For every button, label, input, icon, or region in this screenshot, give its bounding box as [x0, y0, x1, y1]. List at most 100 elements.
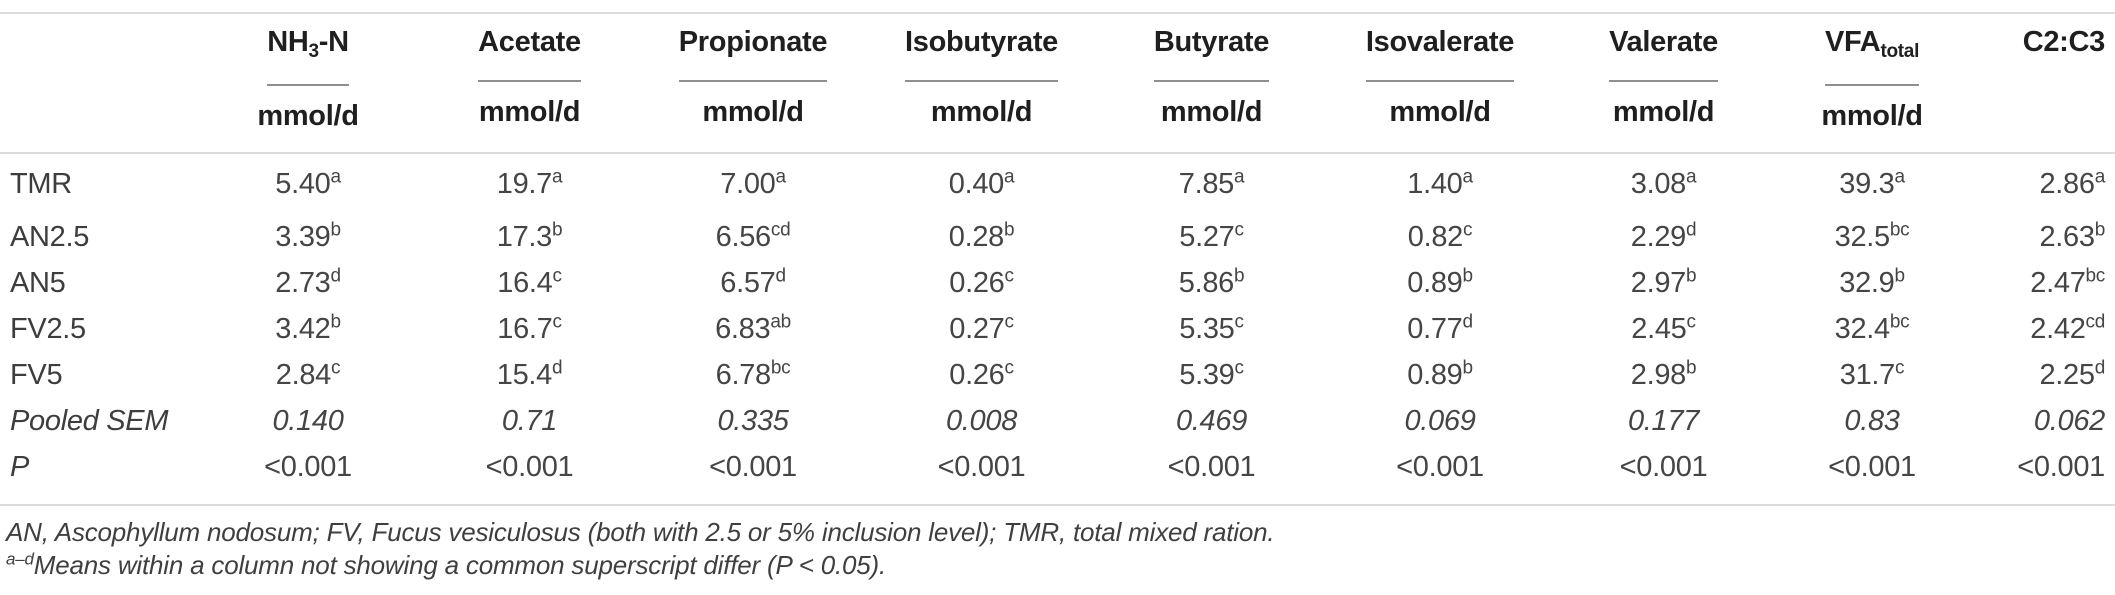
significance-superscript: d: [1462, 310, 1473, 332]
table-cell: 2.63b: [2039, 218, 2106, 253]
table-cell: 19.7a: [496, 165, 563, 200]
header-underline: [678, 80, 828, 82]
column-header: C2:C3: [1971, 14, 2115, 154]
column-label: VFAtotal: [1824, 26, 1920, 62]
significance-superscript: bc: [1889, 218, 1910, 240]
table-cell: <0.001: [1396, 450, 1484, 483]
table-cell: 2.84c: [275, 356, 341, 391]
significance-superscript: bc: [770, 356, 791, 378]
table-cell: 6.57d: [720, 264, 786, 299]
significance-superscript: bc: [2085, 264, 2106, 286]
table-cell: 5.39c: [1179, 356, 1245, 391]
column-header: Isobutyrate mmol/d: [866, 14, 1097, 154]
column-label: Valerate: [1609, 26, 1718, 58]
table-header: NH3-N mmol/d Acetate mmol/d Propionate mmol/d…: [0, 14, 2115, 154]
table-cell: 0.26c: [949, 356, 1014, 391]
table-cell: 2.29d: [1630, 218, 1697, 253]
significance-superscript: c: [1895, 356, 1905, 378]
significance-superscript: b: [330, 218, 341, 240]
table-cell: <0.001: [937, 450, 1026, 483]
significance-superscript: a: [1003, 165, 1015, 187]
table-cell: 32.5bc: [1834, 218, 1910, 253]
column-unit: mmol/d: [1612, 96, 1715, 128]
table-cell: 6.78bc: [715, 356, 791, 391]
significance-superscript: c: [1234, 356, 1245, 378]
table-cell: <0.001: [1619, 450, 1708, 483]
column-unit: mmol/d: [1389, 96, 1491, 128]
table-cell: 3.39b: [275, 218, 341, 253]
table-row: FV2.5 3.42b 16.7c 6.83ab 0.27c 5.35c 0.77d 2.45…: [0, 306, 2115, 352]
table-cell: 7.00a: [720, 165, 786, 200]
column-header-empty: [0, 14, 197, 154]
column-unit: mmol/d: [702, 96, 804, 128]
significance-superscript: a: [2094, 165, 2106, 187]
significance-superscript: c: [1234, 310, 1245, 332]
significance-superscript: a: [330, 165, 341, 187]
table-cell: 32.4bc: [1834, 310, 1910, 345]
column-label: Isobutyrate: [904, 26, 1058, 58]
table-row: FV5 2.84c 15.4d 6.78bc 0.26c 5.39c 0.89b 2.98b 3…: [0, 352, 2115, 398]
table-cell: <0.001: [1828, 450, 1916, 483]
significance-superscript: b: [1894, 264, 1905, 286]
vfa-results-table: NH3-N mmol/d Acetate mmol/d Propionate mmol/d…: [0, 14, 2115, 490]
significance-superscript: c: [552, 310, 563, 332]
table-cell: 0.26c: [949, 264, 1015, 299]
significance-superscript: b: [1233, 264, 1245, 286]
significance-superscript: b: [551, 218, 563, 240]
bottom-rule: [0, 504, 2115, 506]
table-cell: 3.08a: [1630, 165, 1697, 200]
significance-superscript: cd: [770, 218, 791, 240]
table-cell: 15.4d: [496, 356, 563, 391]
row-label: AN5: [10, 266, 66, 299]
row-label: Pooled SEM: [10, 404, 169, 437]
column-unit: mmol/d: [257, 100, 359, 132]
table-cell: 0.062: [2033, 404, 2105, 437]
table-cell: 39.3a: [1839, 165, 1905, 200]
top-rule: [0, 12, 2115, 14]
table-row: AN5 2.73d 16.4c 6.57d 0.26c 5.86b 0.89b 2.97b 32…: [0, 260, 2115, 306]
table-cell: 16.4c: [497, 264, 563, 299]
column-label: Acetate: [478, 26, 581, 58]
table-cell: 1.40a: [1407, 165, 1473, 200]
table-cell: 7.85a: [1178, 165, 1245, 200]
table-cell: 0.008: [945, 404, 1018, 437]
column-unit: mmol/d: [478, 96, 581, 128]
table-cell: <0.001: [709, 450, 797, 483]
significance-superscript: b: [1462, 356, 1473, 378]
table-cell: 17.3b: [496, 218, 563, 253]
table-cell: 2.42cd: [2030, 310, 2106, 345]
significance-superscript: b: [1003, 218, 1015, 240]
significance-superscript: b: [1462, 264, 1473, 286]
significance-superscript: a: [1894, 165, 1905, 187]
column-header: Butyrate mmol/d: [1097, 14, 1326, 154]
column-header: Propionate mmol/d: [640, 14, 866, 154]
table-body: TMR 5.40a 19.7a 7.00a 0.40a 7.85a 1.40a 3.08a 39…: [0, 153, 2115, 490]
column-header: VFAtotal mmol/d: [1773, 14, 1971, 154]
footnotes: AN, Ascophyllum nodosum; FV, Fucus vesic…: [0, 516, 2115, 582]
table-cell: 2.25d: [2039, 356, 2105, 391]
header-row: NH3-N mmol/d Acetate mmol/d Propionate mmol/d…: [0, 14, 2115, 154]
significance-superscript: b: [330, 310, 341, 332]
table-cell: 5.40a: [275, 165, 341, 200]
header-underline: [478, 80, 581, 82]
table-cell: 5.27c: [1179, 218, 1244, 253]
column-label: Butyrate: [1153, 26, 1270, 58]
table-cell: 0.89b: [1407, 264, 1473, 299]
significance-superscript: b: [2094, 218, 2106, 240]
significance-superscript: c: [552, 264, 563, 286]
significance-superscript: a: [1462, 165, 1473, 187]
significance-superscript: b: [1685, 264, 1697, 286]
footnote-superscript-text: Means within a column not showing a comm…: [33, 550, 886, 580]
significance-superscript: d: [330, 264, 341, 286]
significance-superscript: c: [1004, 310, 1015, 332]
table-cell: 2.86a: [2039, 165, 2106, 200]
table-cell: 0.89b: [1407, 356, 1473, 391]
header-underline: [267, 84, 349, 86]
significance-superscript: c: [1004, 264, 1015, 286]
significance-superscript: bc: [1889, 310, 1910, 332]
table-cell: 0.469: [1175, 404, 1248, 437]
column-label: NH3-N: [267, 26, 349, 62]
significance-superscript: cd: [2085, 310, 2106, 332]
significance-superscript: d: [1685, 218, 1697, 240]
